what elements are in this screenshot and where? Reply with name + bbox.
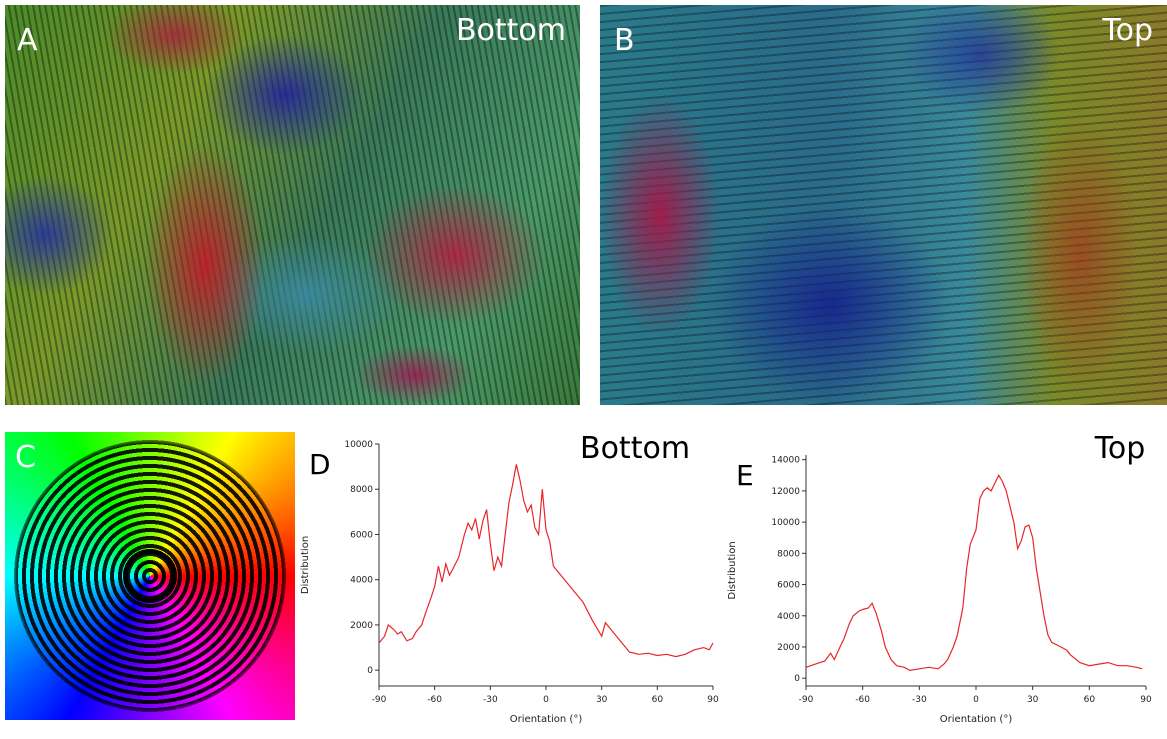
x-tick-label: 60 (1084, 695, 1096, 705)
panel-label: C (15, 440, 36, 475)
x-tick-label: -30 (483, 695, 498, 705)
image-bottom: A Bottom (5, 5, 580, 405)
y-axis-label: Distribution (727, 541, 738, 599)
x-tick-label: -60 (855, 695, 870, 705)
y-tick-label: 10000 (344, 440, 373, 450)
panel-label: B (614, 23, 635, 58)
x-tick-label: -90 (799, 695, 814, 705)
panel-label: D (309, 448, 331, 481)
x-tick-label: 0 (973, 695, 979, 705)
panel-label: A (17, 23, 38, 58)
x-tick-label: 90 (1140, 695, 1152, 705)
y-tick-label: 2000 (777, 643, 800, 653)
y-tick-label: 6000 (777, 581, 800, 591)
data-line (378, 464, 714, 658)
image-caption: Bottom (455, 13, 566, 48)
x-tick-label: 90 (707, 695, 719, 705)
y-tick-label: 6000 (350, 530, 373, 540)
x-tick-label: -30 (912, 695, 927, 705)
y-tick-label: 12000 (771, 487, 800, 497)
x-axis-label: Orientation (°) (510, 714, 583, 725)
panel-label: E (736, 459, 754, 492)
y-axis-label: Distribution (300, 536, 311, 594)
image-top: B Top (600, 5, 1167, 405)
y-tick-label: 14000 (771, 456, 800, 466)
x-tick-label: 30 (596, 695, 608, 705)
y-tick-label: 0 (794, 674, 800, 684)
rings (5, 432, 295, 720)
y-tick-label: 0 (367, 666, 373, 676)
data-line (805, 474, 1143, 672)
y-tick-label: 10000 (771, 518, 800, 528)
x-axis-label: Orientation (°) (940, 714, 1013, 725)
x-tick-label: 60 (652, 695, 664, 705)
y-tick-label: 4000 (350, 576, 373, 586)
x-tick-label: -60 (427, 695, 442, 705)
color-wheel: C (5, 432, 295, 720)
y-tick-label: 2000 (350, 621, 373, 631)
image-caption: Top (1102, 13, 1153, 48)
y-tick-label: 4000 (777, 612, 800, 622)
chart-title: Top (1094, 431, 1146, 466)
x-tick-label: 30 (1027, 695, 1039, 705)
y-tick-label: 8000 (350, 485, 373, 495)
x-tick-label: 0 (543, 695, 549, 705)
chart-title: Bottom (580, 431, 690, 466)
y-tick-label: 8000 (777, 549, 800, 559)
x-tick-label: -90 (372, 695, 387, 705)
